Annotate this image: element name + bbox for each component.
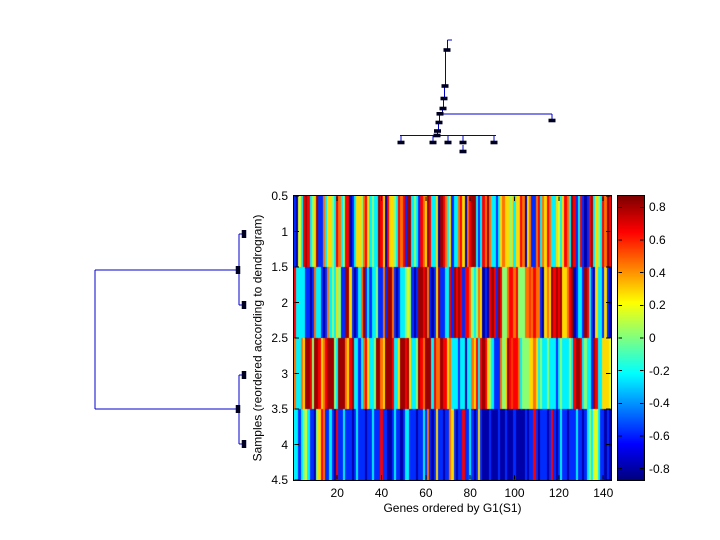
x-tick-label: 100 (504, 486, 525, 500)
y-tick-label: 3.5 (271, 402, 288, 416)
dendrogram-leaf-marker (548, 118, 556, 123)
dendrogram-leaf-marker (397, 140, 405, 145)
colorbar-tick-label: 0.2 (649, 298, 666, 313)
colorbar-tick-label: -0.4 (649, 396, 670, 411)
dendrogram-leaf-marker (241, 371, 247, 379)
y-tick-label: 4 (281, 437, 288, 452)
colorbar-tick-label: -0.6 (649, 428, 670, 443)
colorbar-tick-label: -0.2 (649, 363, 670, 378)
x-tick-label: 80 (463, 486, 477, 500)
heatmap-border (293, 195, 612, 481)
dendrogram-leaf-marker (433, 133, 441, 138)
colorbar-canvas (618, 196, 644, 480)
heatmap-canvas (294, 196, 611, 480)
colorbar-tick-label: 0.6 (649, 233, 666, 248)
x-tick-label: 20 (330, 486, 344, 500)
x-tick-label: 140 (593, 486, 614, 500)
y-tick-label: 3 (281, 366, 288, 381)
x-axis-label: Genes ordered by G1(S1) (383, 501, 522, 515)
dendrogram-leaf-marker (441, 84, 449, 88)
colorbar-tick-label: 0 (649, 331, 656, 345)
dendrogram-leaf-marker (235, 266, 241, 274)
colorbar-tick-label: 0.4 (649, 265, 666, 280)
y-tick-label: 4.5 (271, 473, 288, 487)
x-tick-label: 120 (548, 486, 569, 500)
dendrogram-leaf-marker (439, 106, 447, 111)
colorbar-tick-label: 0.8 (649, 200, 666, 215)
x-tick-label: 60 (419, 486, 433, 500)
dendrogram-leaf-marker (459, 140, 467, 145)
y-tick-label: 2 (281, 295, 288, 310)
dendrogram-leaf-marker (440, 96, 448, 101)
dendrogram-leaf-marker (241, 230, 247, 238)
y-tick-label: 1.5 (271, 260, 288, 274)
dendrogram-leaf-marker (444, 140, 452, 145)
dendrogram-leaf-marker (443, 48, 451, 52)
dendrogram-leaf-marker (490, 140, 498, 145)
y-tick-label: 1 (281, 224, 288, 239)
dendrogram-leaf-marker (436, 112, 444, 116)
dendrogram-leaf-marker (241, 301, 247, 309)
y-tick-label: 0.5 (271, 189, 288, 203)
dendrogram-leaf-marker (429, 140, 437, 145)
colorbar-border (617, 195, 645, 481)
dendrogram-leaf-marker (434, 129, 441, 133)
dendrogram-leaf-marker (241, 440, 247, 448)
dendrogram-leaf-marker (235, 405, 241, 413)
colorbar-tick-label: -0.8 (649, 461, 670, 476)
x-tick-label: 40 (374, 486, 389, 500)
dendrogram-leaf-marker (435, 120, 443, 125)
y-tick-label: 2.5 (271, 331, 288, 345)
dendrogram-leaf-marker (459, 149, 467, 154)
